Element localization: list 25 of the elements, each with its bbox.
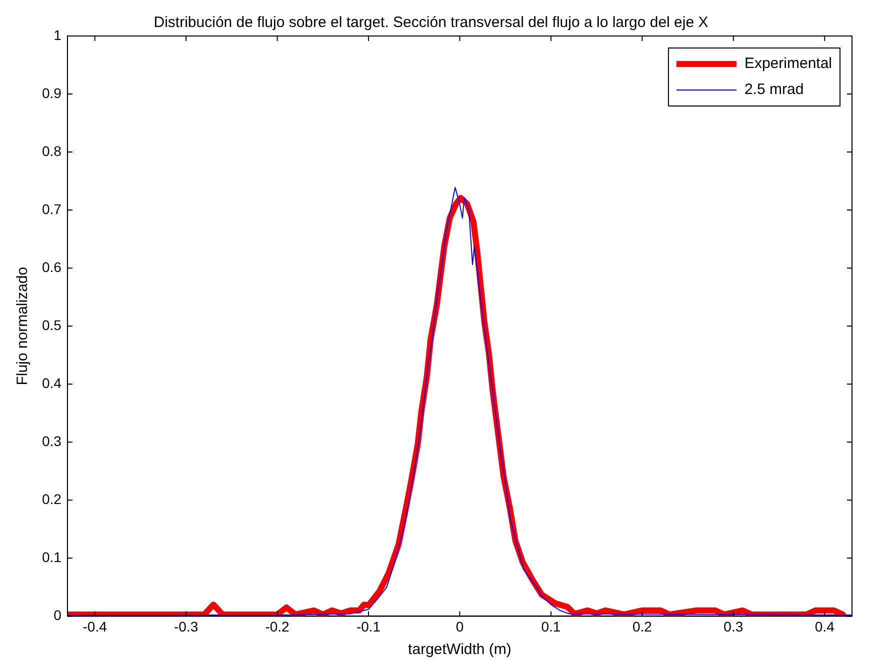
y-tick-label: 0.2 bbox=[42, 491, 62, 508]
y-tick-label: 0 bbox=[54, 607, 62, 624]
x-tick-label: -0.3 bbox=[174, 618, 198, 634]
y-axis-title: Flujo normalizado bbox=[14, 266, 32, 386]
x-tick-label: 0.4 bbox=[814, 618, 835, 634]
y-tick-label: 0.5 bbox=[42, 316, 62, 333]
legend-label: Experimental bbox=[744, 55, 832, 72]
y-tick-label: 1 bbox=[54, 26, 62, 43]
y-tick-label: 0.4 bbox=[42, 374, 62, 391]
y-tick-label: 0.8 bbox=[42, 142, 62, 159]
x-axis-title: targetWidth (m) bbox=[408, 641, 512, 658]
x-tick-label: -0.4 bbox=[82, 618, 108, 634]
chart-title: Distribución de flujo sobre el target. Sección transversal del flujo a lo largo del eje X bbox=[154, 14, 708, 32]
x-tick-label: 0.2 bbox=[632, 618, 652, 634]
legend-label: 2.5 mrad bbox=[744, 81, 804, 98]
y-tick-label: 0.7 bbox=[42, 200, 62, 217]
x-tick-label: 0 bbox=[456, 618, 464, 634]
x-tick-label: -0.1 bbox=[356, 618, 381, 634]
y-tick-label: 0.6 bbox=[42, 258, 62, 275]
y-tick-label: 0.1 bbox=[42, 549, 62, 566]
x-tick-label: -0.2 bbox=[265, 618, 290, 634]
x-tick-label: 0.1 bbox=[541, 618, 561, 634]
x-tick-label: 0.3 bbox=[724, 618, 744, 634]
y-tick-label: 0.3 bbox=[42, 433, 62, 449]
y-tick-label: 0.9 bbox=[42, 84, 62, 101]
